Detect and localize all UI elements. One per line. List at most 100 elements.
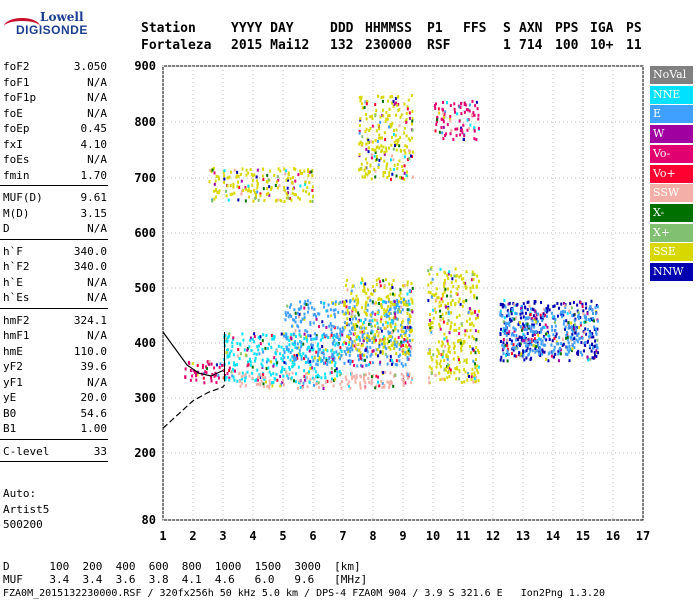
echo-point	[340, 386, 343, 390]
echo-point	[363, 283, 366, 287]
echo-point	[504, 343, 507, 347]
y-tick-label: 900	[134, 59, 156, 73]
echo-point	[241, 332, 244, 336]
echo-point	[526, 316, 529, 320]
echo-point	[260, 362, 263, 366]
echo-point	[452, 137, 455, 141]
echo-point	[458, 377, 461, 381]
echo-point	[356, 301, 359, 305]
echo-point	[333, 312, 336, 316]
echo-point	[371, 124, 374, 128]
echo-point	[453, 102, 456, 106]
echo-point	[299, 335, 302, 339]
echo-point	[510, 339, 513, 343]
echo-point	[388, 346, 391, 350]
echo-point	[385, 149, 388, 153]
echo-point	[510, 351, 513, 355]
echo-point	[271, 384, 274, 388]
echo-point	[266, 357, 269, 361]
echo-point	[527, 316, 530, 320]
echo-point	[552, 333, 555, 337]
echo-point	[499, 309, 502, 313]
echo-point	[548, 308, 551, 312]
echo-point	[333, 315, 336, 319]
echo-point	[311, 189, 314, 193]
echo-point	[297, 352, 300, 356]
echo-point	[477, 279, 480, 283]
echo-point	[472, 111, 475, 115]
echo-point	[461, 304, 464, 308]
echo-point	[310, 343, 313, 347]
echo-point	[316, 344, 319, 348]
echo-point	[334, 300, 337, 304]
echo-point	[247, 184, 250, 188]
echo-point	[290, 333, 293, 337]
echo-point	[283, 351, 286, 355]
echo-point	[379, 284, 382, 288]
echo-point	[406, 303, 409, 307]
header-label: Station	[141, 21, 196, 36]
echo-point	[260, 379, 263, 383]
echo-point	[527, 339, 530, 343]
echo-point	[449, 115, 452, 119]
echo-point	[402, 364, 405, 368]
echo-point	[502, 329, 505, 333]
echo-point	[567, 341, 570, 345]
echo-point	[317, 347, 320, 351]
echo-point	[268, 386, 271, 390]
echo-point	[316, 375, 319, 379]
echo-point	[377, 380, 380, 384]
echo-point	[467, 118, 470, 122]
echo-point	[304, 378, 307, 382]
echo-point	[587, 358, 590, 362]
echo-point	[544, 313, 547, 317]
echo-point	[588, 346, 591, 350]
echo-point	[341, 342, 344, 346]
echo-point	[441, 352, 444, 356]
echo-point	[475, 346, 478, 350]
echo-point	[510, 342, 513, 346]
echo-point	[269, 373, 272, 377]
echo-point	[299, 345, 302, 349]
echo-point	[268, 384, 271, 388]
echo-point	[366, 173, 369, 177]
echo-point	[214, 373, 217, 377]
echo-point	[383, 385, 386, 389]
echo-point	[446, 376, 449, 380]
echo-point	[593, 328, 596, 332]
echo-point	[288, 305, 291, 309]
echo-point	[506, 309, 509, 313]
echo-point	[460, 101, 463, 105]
echo-point	[315, 317, 318, 321]
echo-point	[533, 337, 536, 341]
echo-point	[243, 348, 246, 352]
echo-point	[254, 196, 257, 200]
echo-point	[256, 179, 259, 183]
echo-point	[293, 379, 296, 383]
echo-point	[402, 302, 405, 306]
echo-point	[276, 175, 279, 179]
echo-point	[357, 320, 360, 324]
param-row: C-level 33	[3, 445, 107, 459]
echo-point	[451, 277, 454, 281]
echo-point	[377, 94, 380, 98]
param-name: foF1p	[3, 91, 37, 104]
echo-point	[430, 281, 433, 285]
echo-point	[566, 338, 569, 342]
param-value: N/A	[87, 291, 107, 304]
echo-point	[359, 353, 362, 357]
echo-point	[368, 295, 371, 299]
x-tick-label: 14	[546, 529, 560, 543]
echo-point	[397, 307, 400, 311]
echo-point	[262, 382, 265, 386]
echo-point	[374, 114, 377, 118]
echo-point	[384, 120, 387, 124]
echo-point	[525, 339, 528, 343]
echo-point	[409, 319, 412, 323]
param-value: N/A	[87, 106, 107, 120]
echo-point	[211, 372, 214, 376]
echo-point	[503, 304, 506, 308]
echo-point	[595, 345, 598, 349]
echo-point	[330, 331, 333, 335]
echo-point	[539, 300, 542, 304]
